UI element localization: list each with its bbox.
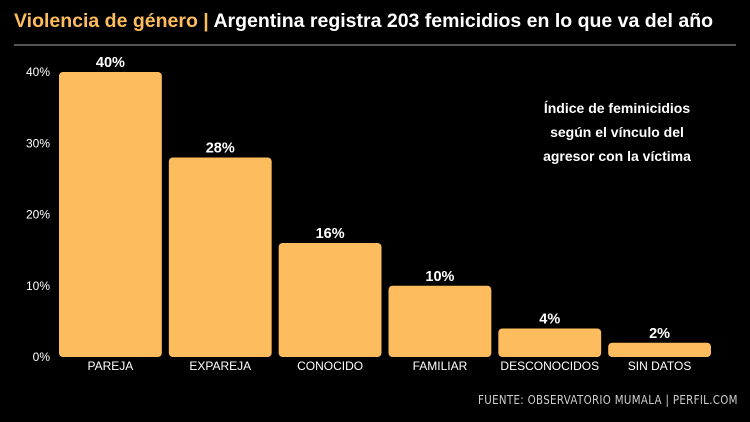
chart-annotation: Índice de feminicidios según el vínculo …	[527, 96, 707, 168]
source-credit: FUENTE: OBSERVATORIO MUMALA | PERFIL.COM	[478, 392, 738, 407]
header-headline: Argentina registra 203 femicidios en lo …	[213, 10, 714, 32]
chart-header: Violencia de género | Argentina registra…	[14, 10, 713, 33]
y-tick-label: 10%	[26, 279, 50, 293]
bar-expareja	[168, 157, 272, 357]
x-tick-label: CONOCIDO	[297, 359, 363, 373]
x-tick-label: DESCONOCIDOS	[500, 359, 599, 373]
bar-sin-datos	[608, 342, 711, 357]
y-tick-label: 30%	[26, 136, 50, 150]
y-tick-label: 40%	[26, 65, 50, 79]
data-label: 40%	[96, 55, 125, 71]
bar-familiar	[388, 285, 492, 357]
data-label: 10%	[425, 269, 454, 285]
y-tick-label: 0%	[33, 350, 51, 364]
y-tick-label: 20%	[26, 208, 50, 222]
annotation-line: agresor con la víctima	[543, 148, 691, 164]
header-divider	[14, 44, 736, 46]
x-tick-label: FAMILIAR	[413, 359, 468, 373]
data-label: 28%	[206, 141, 235, 157]
header-separator: |	[203, 10, 209, 32]
bar-desconocidos	[498, 328, 602, 357]
x-tick-label: SIN DATOS	[628, 359, 692, 373]
x-tick-label: EXPAREJA	[189, 359, 251, 373]
data-label: 16%	[316, 226, 345, 242]
data-label: 4%	[539, 312, 560, 328]
bar-pareja	[59, 72, 162, 357]
annotation-line: según el vínculo del	[550, 124, 684, 140]
data-label: 2%	[649, 326, 670, 342]
header-kicker: Violencia de género	[14, 10, 198, 32]
bar-conocido	[278, 243, 382, 357]
x-tick-label: PAREJA	[88, 359, 134, 373]
annotation-line: Índice de feminicidios	[543, 100, 691, 116]
